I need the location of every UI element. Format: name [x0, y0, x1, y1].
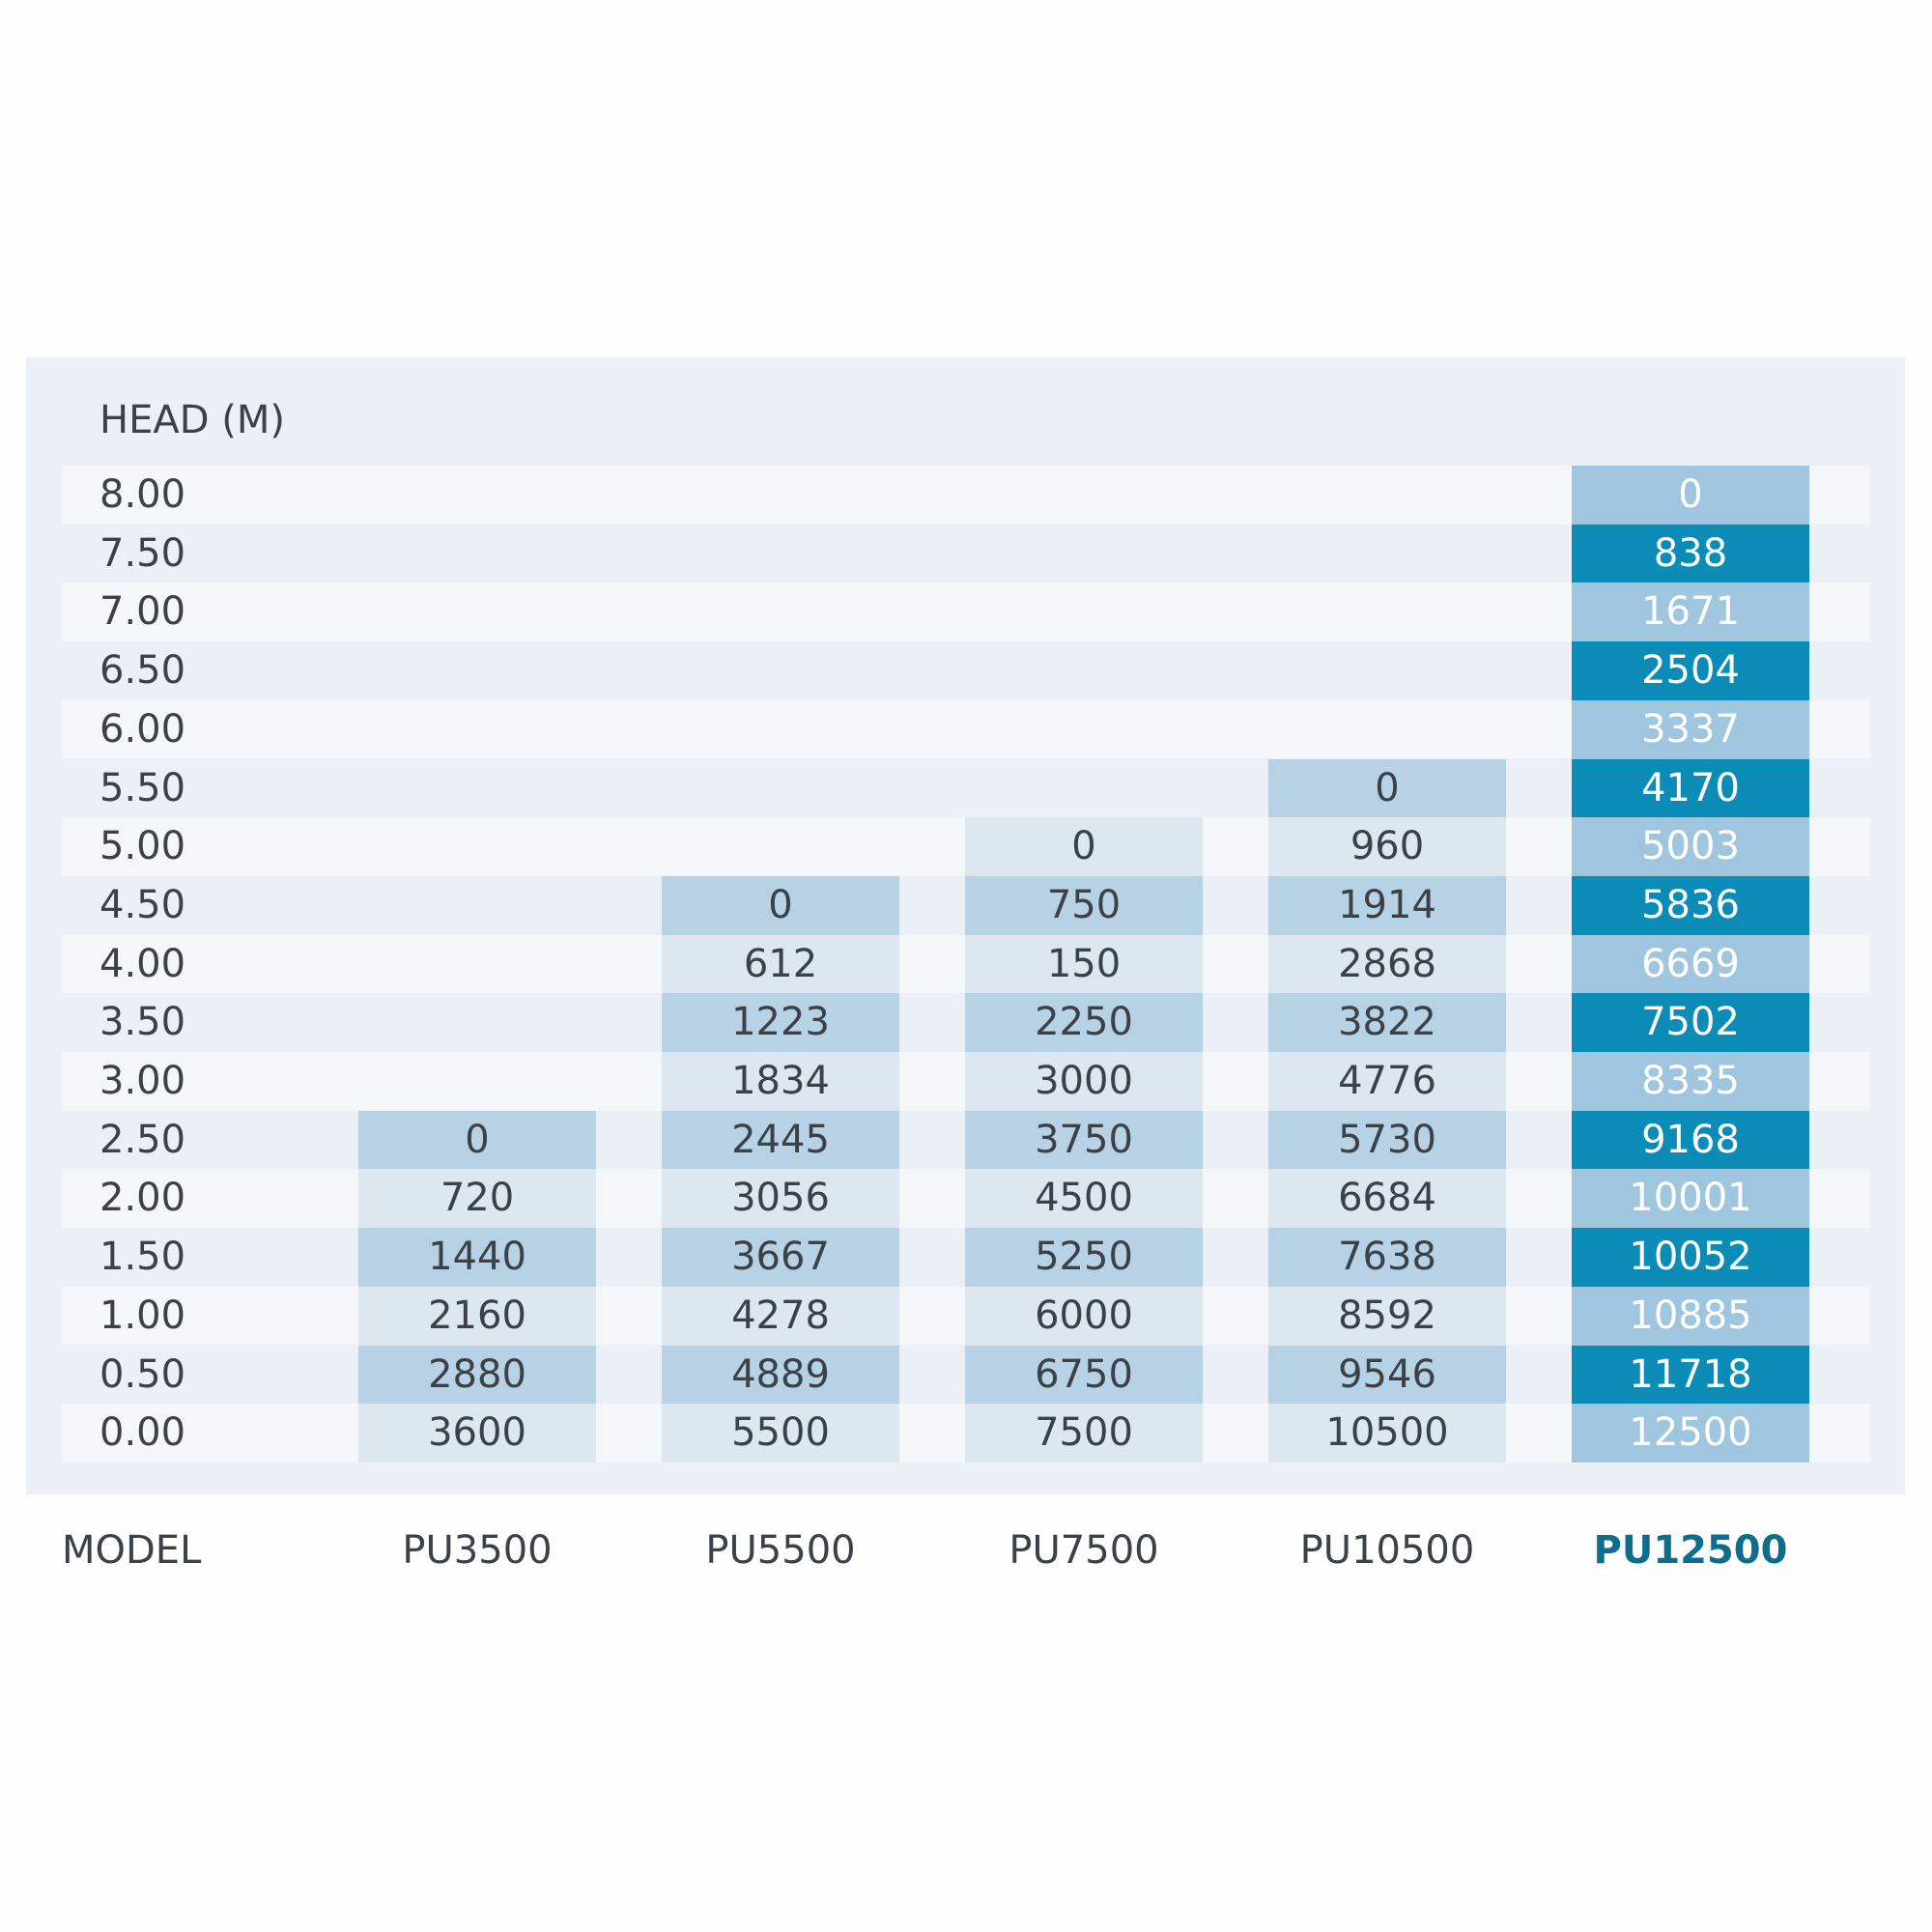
row-stripe	[62, 466, 1870, 525]
head-value: 7.00	[99, 589, 186, 635]
flow-cell: 7500	[965, 1404, 1203, 1463]
flow-cell: 6750	[965, 1345, 1203, 1405]
flow-cell: 6669	[1572, 934, 1809, 994]
flow-cell: 3000	[965, 1052, 1203, 1112]
head-label: HEAD (M)	[99, 398, 285, 442]
flow-cell: 2160	[358, 1286, 596, 1346]
flow-cell: 2445	[662, 1110, 899, 1170]
head-value: 6.00	[99, 706, 186, 752]
flow-cell: 9546	[1268, 1345, 1506, 1405]
head-value: 6.50	[99, 648, 186, 694]
flow-cell: 3337	[1572, 699, 1809, 759]
head-value: 4.50	[99, 882, 186, 927]
head-value: 3.50	[99, 1000, 186, 1045]
flow-cell: 3600	[358, 1404, 596, 1463]
flow-cell: 9168	[1572, 1110, 1809, 1170]
head-value: 0.00	[99, 1410, 186, 1456]
model-name: PU5500	[705, 1528, 856, 1573]
model-name: PU3500	[402, 1528, 553, 1573]
flow-cell: 1834	[662, 1052, 899, 1112]
flow-cell: 4500	[965, 1169, 1203, 1229]
head-value: 2.50	[99, 1117, 186, 1162]
flow-cell: 7638	[1268, 1228, 1506, 1288]
flow-cell: 2250	[965, 993, 1203, 1053]
flow-cell: 150	[965, 934, 1203, 994]
head-value: 4.00	[99, 941, 186, 986]
flow-cell: 3822	[1268, 993, 1506, 1053]
flow-cell: 6000	[965, 1286, 1203, 1346]
flow-cell: 2880	[358, 1345, 596, 1405]
flow-cell: 0	[1572, 466, 1809, 526]
flow-cell: 5003	[1572, 817, 1809, 877]
row-stripe	[62, 699, 1870, 759]
flow-cell: 7502	[1572, 993, 1809, 1053]
flow-cell: 10500	[1268, 1404, 1506, 1463]
row-stripe	[62, 582, 1870, 642]
head-value: 1.50	[99, 1235, 186, 1280]
flow-cell: 960	[1268, 817, 1506, 877]
flow-cell: 612	[662, 934, 899, 994]
flow-cell: 10001	[1572, 1169, 1809, 1229]
flow-cell: 5500	[662, 1404, 899, 1463]
head-value: 0.50	[99, 1351, 186, 1397]
flow-cell: 1671	[1572, 582, 1809, 642]
flow-cell: 750	[965, 875, 1203, 936]
model-name: PU12500	[1593, 1528, 1788, 1573]
flow-cell: 5250	[965, 1228, 1203, 1288]
flow-cell: 10052	[1572, 1228, 1809, 1288]
flow-cell: 8592	[1268, 1286, 1506, 1346]
head-value: 5.00	[99, 824, 186, 869]
flow-cell: 4776	[1268, 1052, 1506, 1112]
flow-cell: 2504	[1572, 641, 1809, 701]
flow-cell: 1914	[1268, 875, 1506, 936]
flow-cell: 1440	[358, 1228, 596, 1288]
head-value: 8.00	[99, 472, 186, 517]
flow-cell: 1223	[662, 993, 899, 1053]
flow-cell: 0	[358, 1110, 596, 1170]
flow-cell: 12500	[1572, 1404, 1809, 1463]
flow-cell: 4170	[1572, 758, 1809, 818]
flow-cell: 720	[358, 1169, 596, 1229]
head-value: 5.50	[99, 765, 186, 810]
head-value: 2.00	[99, 1176, 186, 1221]
model-name: PU10500	[1299, 1528, 1475, 1573]
head-value: 1.00	[99, 1293, 186, 1338]
flow-cell: 0	[662, 875, 899, 936]
flow-cell: 838	[1572, 524, 1809, 583]
flow-cell: 11718	[1572, 1345, 1809, 1405]
flow-cell: 3667	[662, 1228, 899, 1288]
head-value: 3.00	[99, 1059, 186, 1103]
flow-cell: 5730	[1268, 1110, 1506, 1170]
model-label: MODEL	[62, 1528, 202, 1573]
flow-cell: 0	[965, 817, 1203, 877]
flow-cell: 4278	[662, 1286, 899, 1346]
flow-cell: 4889	[662, 1345, 899, 1405]
flow-cell: 5836	[1572, 875, 1809, 936]
flow-cell: 6684	[1268, 1169, 1506, 1229]
flow-cell: 0	[1268, 758, 1506, 818]
head-value: 7.50	[99, 530, 186, 576]
flow-cell: 3056	[662, 1169, 899, 1229]
model-name: PU7500	[1009, 1528, 1159, 1573]
flow-cell: 8335	[1572, 1052, 1809, 1112]
flow-cell: 10885	[1572, 1286, 1809, 1346]
flow-cell: 2868	[1268, 934, 1506, 994]
flow-cell: 3750	[965, 1110, 1203, 1170]
